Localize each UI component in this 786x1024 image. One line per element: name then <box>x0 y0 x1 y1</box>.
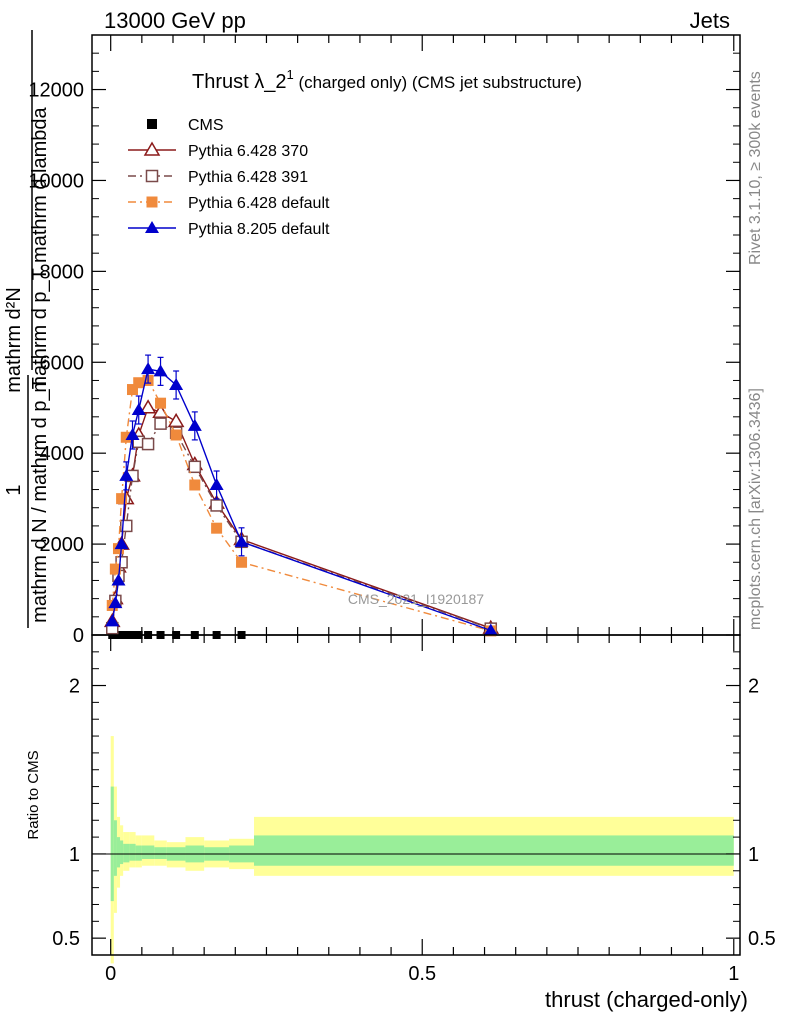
band-segment <box>154 847 167 859</box>
legend-entry: Pythia 6.428 default <box>128 195 330 212</box>
data-point <box>133 377 145 389</box>
data-point <box>131 403 146 415</box>
legend: CMS Pythia 6.428 370 Pythia 6.428 391 Pythi… <box>128 117 330 238</box>
band-segment <box>110 786 114 902</box>
ratio-ytick-label-right: 0.5 <box>748 928 776 950</box>
legend-marker <box>143 141 161 156</box>
data-point <box>234 534 249 547</box>
data-point <box>483 623 498 636</box>
ylabel-fraction-bottom: mathrm d N / mathrm d p_T <box>29 377 51 623</box>
watermark: CMS_2021_I1920187 <box>348 591 484 607</box>
legend-marker <box>145 221 159 233</box>
xtick-label: 0 <box>105 963 116 985</box>
data-point <box>120 519 133 533</box>
legend-label: Pythia 8.205 default <box>188 221 330 238</box>
data-point <box>211 522 223 534</box>
legend-label: Pythia 6.428 370 <box>188 143 308 160</box>
band-segment <box>141 845 155 859</box>
main-ytick-label: 10000 <box>28 170 84 192</box>
title-suffix: (charged only) (CMS jet substructure) <box>294 73 582 92</box>
legend-entry: CMS <box>147 117 224 134</box>
ratio-plot-panel: 0.5 0.5 1 1 2 2 0 0.5 1 <box>52 634 776 985</box>
ratio-plot-frame <box>91 634 741 956</box>
data-point <box>153 364 168 377</box>
legend-entry: Pythia 6.428 370 <box>128 141 308 160</box>
legend-entry: Pythia 8.205 default <box>128 221 330 238</box>
main-ytick-label: 4000 <box>40 443 85 465</box>
data-point <box>119 468 134 481</box>
legend-label: CMS <box>188 117 224 134</box>
xtick-label: 1 <box>728 963 739 985</box>
ylabel-denominator: mathrm d p_T mathrm d lambda <box>29 106 51 392</box>
ratio-ytick-label-right: 1 <box>748 844 759 866</box>
data-point <box>209 478 224 490</box>
data-point <box>114 537 129 550</box>
main-ytick-label: 8000 <box>40 261 85 283</box>
chart-title: Thrust λ_21 (charged only) (CMS jet subs… <box>192 67 582 93</box>
title-main: Thrust λ_2 <box>192 71 286 93</box>
data-point <box>109 563 121 575</box>
band-segment <box>254 835 734 866</box>
legend-entry: Pythia 6.428 391 <box>128 169 308 186</box>
band-segment <box>120 840 124 865</box>
data-point <box>108 596 123 609</box>
data-point <box>187 418 202 431</box>
band-green <box>110 786 734 902</box>
data-point <box>105 614 120 627</box>
ratio-ticks: 0.5 0.5 1 1 2 2 0 0.5 1 <box>52 635 776 985</box>
mcplots-label: mcplots.cern.ch [arXiv:1306.3436] <box>747 388 764 630</box>
main-ytick-label: 12000 <box>28 80 84 102</box>
legend-marker <box>147 119 157 129</box>
ratio-ylabel: Ratio to CMS <box>25 750 42 839</box>
band-segment <box>135 845 142 861</box>
main-plot-panel: 0 2000 4000 6000 8000 10000 12000 CMS_2021_I19… <box>28 34 741 647</box>
legend-label: Pythia 6.428 default <box>188 195 330 212</box>
series-4 <box>105 354 498 636</box>
ratio-bands <box>110 736 734 964</box>
band-segment <box>113 820 117 876</box>
data-point <box>167 412 185 428</box>
data-point <box>189 479 201 491</box>
x-axis-label: thrust (charged-only) <box>545 987 748 1012</box>
title-superscript: 1 <box>286 67 293 82</box>
header-right: Jets <box>690 8 730 33</box>
legend-marker <box>146 196 158 208</box>
xtick-label: 0.5 <box>408 963 436 985</box>
data-point <box>111 573 126 586</box>
ylabel-fraction-top: 1 <box>3 484 25 495</box>
data-point <box>155 397 167 409</box>
ratio-ytick-label: 1 <box>69 844 80 866</box>
main-ytick-label: 0 <box>73 625 84 647</box>
ratio-ytick-label: 2 <box>69 676 80 698</box>
ratio-ytick-label-right: 2 <box>748 676 759 698</box>
data-point <box>154 417 167 430</box>
legend-label: Pythia 6.428 391 <box>188 169 308 186</box>
data-point <box>141 362 156 375</box>
main-ytick-label: 2000 <box>40 534 85 556</box>
data-point <box>127 384 138 396</box>
band-segment <box>129 843 136 861</box>
data-point <box>139 399 157 414</box>
data-point <box>169 378 184 390</box>
band-segment <box>123 843 130 863</box>
data-point <box>116 493 128 505</box>
ratio-ytick-label: 0.5 <box>52 928 80 950</box>
band-segment <box>116 837 121 868</box>
data-point <box>141 437 155 451</box>
data-point <box>236 556 248 568</box>
rivet-label: Rivet 3.1.10, ≥ 300k events <box>747 71 764 265</box>
header-left: 13000 GeV pp <box>104 8 246 33</box>
main-ticks: 0 2000 4000 6000 8000 10000 12000 <box>28 35 740 647</box>
data-point <box>125 428 140 440</box>
ylabel-numerator: mathrm d²N <box>3 287 25 393</box>
data-point <box>188 460 202 474</box>
data-point <box>210 499 223 512</box>
data-point <box>170 429 182 441</box>
main-ytick-label: 6000 <box>40 352 85 374</box>
legend-marker <box>145 169 159 183</box>
series-line <box>111 379 491 632</box>
data-point <box>120 431 132 443</box>
y-axis-label: mathrm d²N mathrm d p_T mathrm d lambda … <box>3 30 51 628</box>
